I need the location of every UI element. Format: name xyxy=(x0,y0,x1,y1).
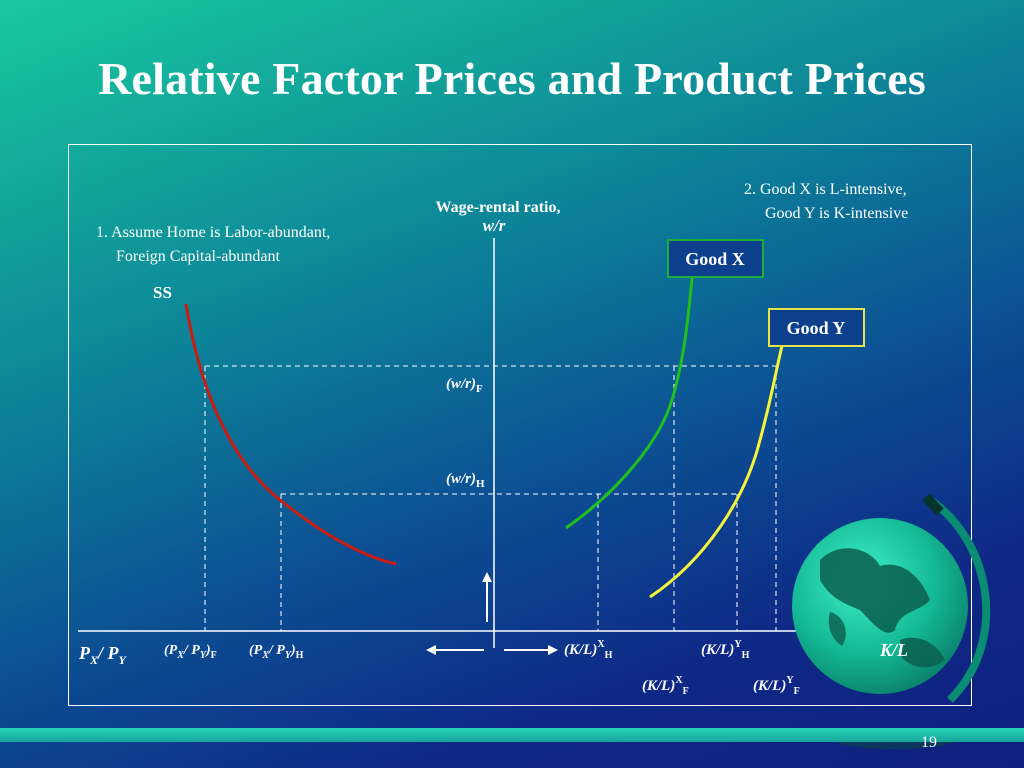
kl-y-foreign-label: (K/L)YF xyxy=(753,675,800,697)
relative-price-home-label: (PX/ PY)H xyxy=(249,643,304,661)
good-y-label: Good Y xyxy=(787,318,846,338)
good-x-label-box xyxy=(667,239,764,278)
good-y-label-box xyxy=(768,308,865,347)
globe-icon xyxy=(792,493,991,749)
ss-label: SS xyxy=(153,283,172,302)
good-y-curve xyxy=(649,345,784,599)
good-x-curve xyxy=(565,277,694,530)
wr-home-label: (w/r)H xyxy=(446,471,485,490)
slide-number: 19 xyxy=(921,734,937,751)
ss-curve xyxy=(184,303,397,566)
y-axis-variable: w/r xyxy=(483,216,506,235)
note-2-line-2: Good Y is K-intensive xyxy=(765,205,908,222)
good-x-label: Good X xyxy=(685,249,745,269)
kl-y-home-label: (K/L)YH xyxy=(701,639,750,661)
note-1-line-1: 1. Assume Home is Labor-abundant, xyxy=(96,224,330,241)
wr-foreign-label: (w/r)F xyxy=(446,376,483,395)
note-1-line-2: Foreign Capital-abundant xyxy=(116,248,281,265)
footer-bar xyxy=(0,728,1024,742)
k-over-l-axis-label: K/L xyxy=(879,640,908,660)
kl-x-home-label: (K/L)XH xyxy=(564,639,613,661)
px-over-py-axis-label: PX/ PY xyxy=(78,643,128,667)
relative-price-foreign-label: (PX/ PY)F xyxy=(164,643,217,661)
slide-title: Relative Factor Prices and Product Price… xyxy=(98,53,926,104)
note-2-line-1: 2. Good X is L-intensive, xyxy=(744,181,907,198)
diagram-frame xyxy=(68,144,972,706)
kl-x-foreign-label: (K/L)XF xyxy=(642,675,689,697)
y-axis-title: Wage-rental ratio, xyxy=(435,199,560,216)
